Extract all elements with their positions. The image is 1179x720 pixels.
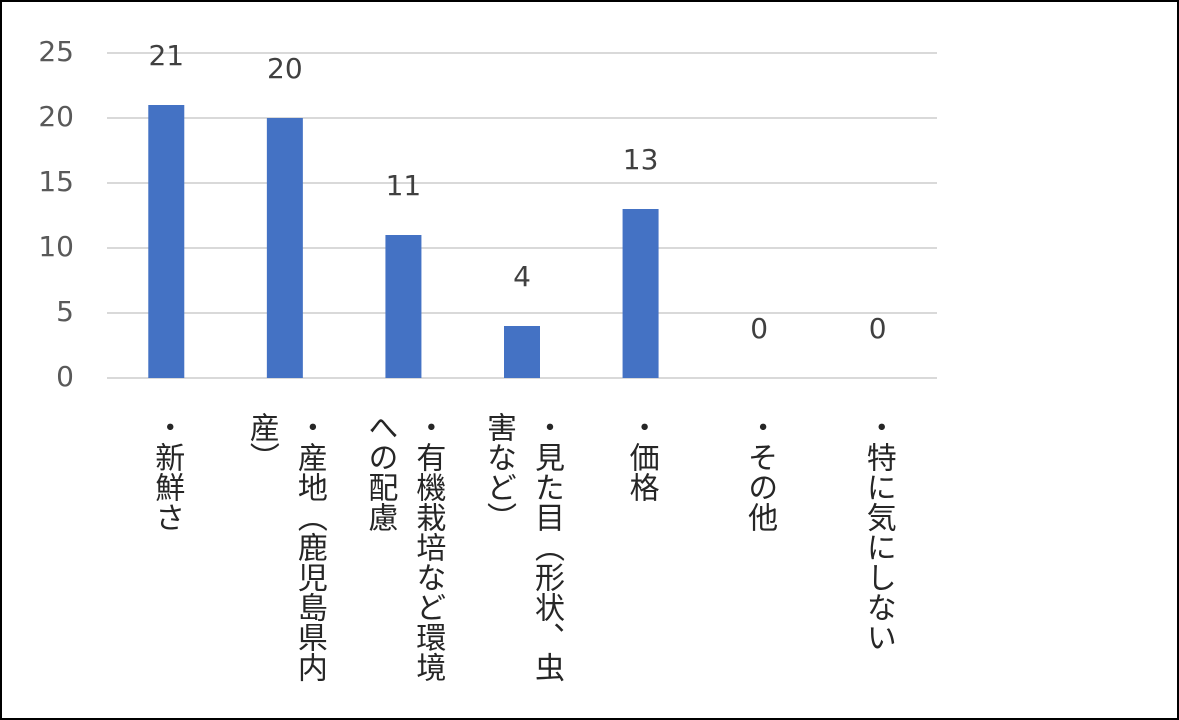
value-label: 13: [623, 143, 659, 176]
value-label: 0: [750, 312, 768, 345]
x-tick-label: ・見た目（形状、虫害など）: [481, 412, 564, 682]
y-tick-label: 0: [56, 360, 74, 393]
x-tick-label: ・価格: [623, 412, 659, 502]
x-tick-label: ・有機栽培など環境への配慮: [362, 412, 446, 682]
bar: [148, 105, 185, 378]
y-tick-label: 5: [56, 295, 74, 328]
bar: [385, 235, 422, 378]
x-tick-label: ・特に気にしない: [860, 412, 896, 652]
bar: [504, 326, 540, 378]
x-tick-label: ・新鮮さ: [149, 412, 185, 532]
value-label: 0: [869, 312, 887, 345]
y-tick-label: 20: [38, 100, 74, 133]
x-tick-label: ・産地（鹿児島県内産）: [243, 412, 327, 682]
value-label: 11: [386, 169, 422, 202]
y-tick-label: 25: [38, 35, 74, 68]
x-tick-label: ・その他: [742, 412, 778, 532]
bar: [266, 118, 303, 378]
value-label: 21: [148, 39, 184, 72]
bar: [622, 209, 659, 378]
y-tick-label: 15: [38, 165, 74, 198]
y-tick-label: 10: [38, 230, 74, 263]
value-label: 20: [267, 52, 303, 85]
value-label: 4: [513, 260, 531, 293]
